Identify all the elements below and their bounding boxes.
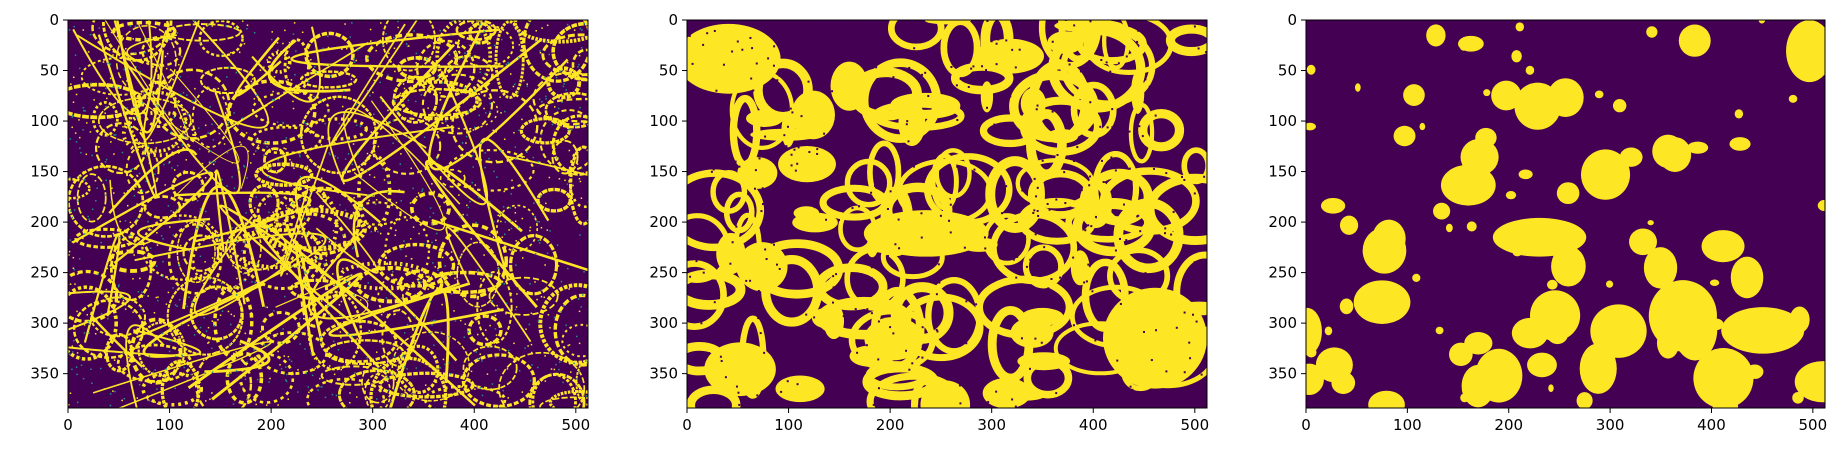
axes-frame	[686, 19, 1208, 409]
y-tick-label: 250	[1268, 264, 1297, 282]
x-tick-label: 300	[977, 416, 1006, 434]
y-tick-label: 250	[30, 264, 59, 282]
x-tick-label: 0	[63, 416, 73, 434]
y-tick-label: 150	[649, 163, 678, 181]
x-tick-label: 200	[257, 416, 286, 434]
y-tick-label: 200	[1268, 213, 1297, 231]
x-tick-label: 500	[561, 416, 590, 434]
y-tick-label: 350	[649, 365, 678, 383]
axes-frame	[1305, 19, 1826, 409]
y-tick-label: 100	[649, 112, 678, 130]
y-tick-label: 300	[649, 314, 678, 332]
y-tick-label: 50	[40, 62, 59, 80]
y-tick-label: 50	[1278, 62, 1297, 80]
x-tick-label: 300	[1596, 416, 1625, 434]
y-tick-label: 0	[49, 11, 59, 29]
y-tick-label: 200	[649, 213, 678, 231]
y-tick-label: 200	[30, 213, 59, 231]
image-content	[68, 20, 588, 408]
y-tick-label: 350	[1268, 365, 1297, 383]
x-tick-label: 400	[1079, 416, 1108, 434]
panel-1: 0 100 200 300 400 500 0 50 100 150 200 250 300 350	[30, 11, 590, 434]
panel-3: 0 100 200 300 400 500 0 50 100 150 200 250 300 350	[1268, 11, 1828, 434]
x-tick-label: 400	[1697, 416, 1726, 434]
y-tick-label: 0	[668, 11, 678, 29]
axes-frame	[67, 19, 589, 409]
image-content	[1306, 20, 1825, 408]
x-tick-label: 100	[155, 416, 184, 434]
image-content	[687, 20, 1207, 408]
y-tick-label: 350	[30, 365, 59, 383]
x-tick-label: 0	[682, 416, 692, 434]
y-tick-label: 100	[1268, 112, 1297, 130]
y-tick-label: 0	[1287, 11, 1297, 29]
x-tick-label: 500	[1180, 416, 1209, 434]
y-tick-label: 150	[30, 163, 59, 181]
x-tick-label: 400	[460, 416, 489, 434]
x-tick-label: 200	[1494, 416, 1523, 434]
x-tick-label: 100	[1393, 416, 1422, 434]
y-tick-label: 300	[1268, 314, 1297, 332]
y-tick-label: 250	[649, 264, 678, 282]
x-tick-label: 200	[876, 416, 905, 434]
y-tick-label: 300	[30, 314, 59, 332]
panel-2: 0 100 200 300 400 500 0 50 100 150 200 250 300 350	[649, 11, 1209, 434]
y-tick-label: 50	[659, 62, 678, 80]
x-tick-label: 300	[358, 416, 387, 434]
x-tick-label: 0	[1301, 416, 1311, 434]
x-tick-label: 100	[774, 416, 803, 434]
y-tick-label: 100	[30, 112, 59, 130]
x-tick-label: 500	[1799, 416, 1828, 434]
y-tick-label: 150	[1268, 163, 1297, 181]
